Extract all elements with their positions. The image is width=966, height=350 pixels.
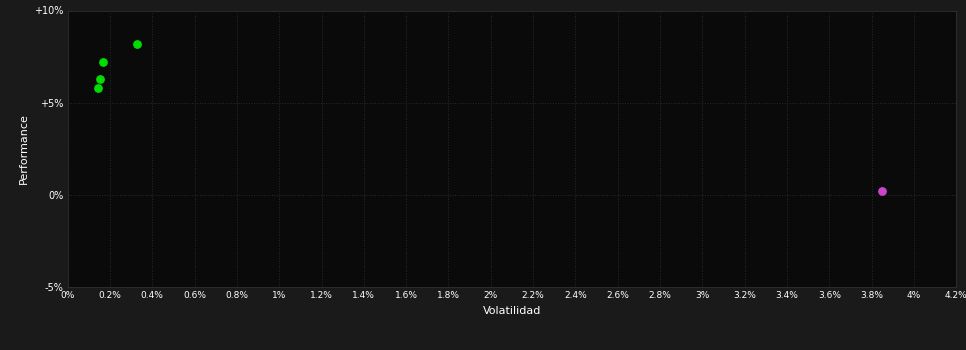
Point — [91, 85, 106, 91]
Point — [95, 59, 110, 65]
X-axis label: Volatilidad: Volatilidad — [483, 306, 541, 316]
Point — [129, 41, 145, 47]
Point — [874, 188, 890, 194]
Y-axis label: Performance: Performance — [18, 113, 29, 184]
Point — [93, 76, 108, 82]
